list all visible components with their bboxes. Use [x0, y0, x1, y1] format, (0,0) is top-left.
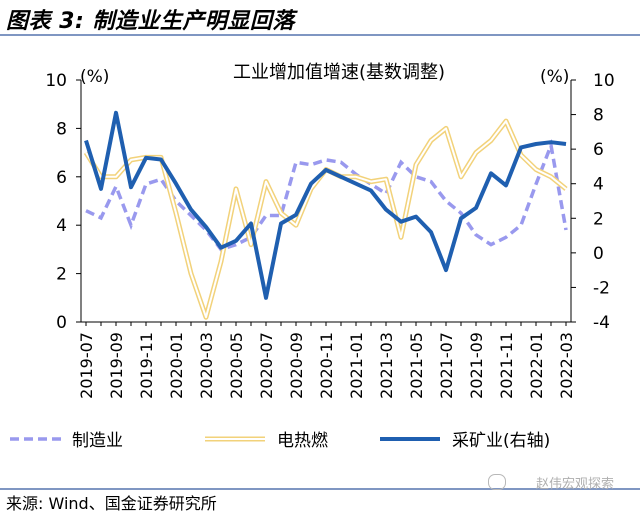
mining-legend-label: 采矿业(右轴) [452, 431, 550, 451]
x-axis-tick-label: 2021-09 [467, 332, 486, 399]
watermark-text: 赵伟宏观探索 [535, 477, 614, 492]
mining-line [84, 110, 567, 300]
x-axis-tick-label: 2019-07 [77, 332, 96, 399]
x-axis-tick-label: 2020-01 [167, 332, 186, 399]
wechat-icon [488, 474, 506, 490]
left-axis-tick-label: 6 [56, 168, 67, 188]
right-axis-tick-label: 6 [593, 140, 604, 160]
left-axis-tick-label: 4 [56, 216, 67, 236]
chart-title: 工业增加值增速(基数调整) [233, 62, 445, 83]
x-axis-tick-label: 2020-11 [317, 332, 336, 399]
utilities-line-inner [85, 120, 567, 319]
chart-axes: 0 2 4 6 8 10 -4 -2 0 2 4 6 8 10 2019-07 2019-09 2019-11 2… [45, 71, 614, 399]
footer-divider [0, 488, 640, 490]
right-axis-tick-label: -2 [593, 278, 610, 298]
right-axis-tick-label: 8 [593, 106, 604, 126]
utilities-legend-label: 电热燃 [277, 431, 328, 451]
x-axis-tick-label: 2022-01 [527, 332, 546, 399]
left-axis-tick-label: 10 [45, 71, 67, 91]
left-axis-tick-label: 0 [56, 313, 67, 333]
right-axis-unit: (%) [540, 67, 569, 87]
chart-series [83, 110, 568, 320]
x-axis-tick-label: 2022-03 [557, 332, 576, 399]
left-axis-unit: (%) [80, 67, 109, 87]
header-divider [0, 34, 640, 36]
source-note: 来源: Wind、国金证券研究所 [6, 494, 217, 513]
x-axis-tick-label: 2021-11 [497, 332, 516, 399]
manufacturing-legend-label: 制造业 [72, 431, 123, 451]
right-axis-tick-label: 2 [593, 209, 604, 229]
right-axis-tick-label: 10 [593, 71, 615, 91]
x-axis-tick-label: 2021-03 [377, 332, 396, 399]
right-axis-tick-label: 0 [593, 244, 604, 264]
right-axis-tick-label: 4 [593, 175, 604, 195]
x-axis-tick-label: 2019-09 [107, 332, 126, 399]
manufacturing-line [85, 138, 568, 252]
x-axis-tick-label: 2020-05 [227, 332, 246, 399]
chart-legend: 制造业 电热燃 采矿业(右轴) [10, 431, 550, 451]
x-axis-tick-label: 2020-03 [197, 332, 216, 399]
figure-title: 图表 3: 制造业生产明显回落 [6, 9, 295, 34]
left-axis-tick-label: 2 [56, 265, 67, 285]
left-axis-tick-label: 8 [56, 119, 67, 139]
figure-header: 图表 3: 制造业生产明显回落 [0, 0, 640, 36]
x-axis-tick-label: 2020-09 [287, 332, 306, 399]
x-axis-tick-label: 2021-01 [347, 332, 366, 399]
right-axis-tick-label: -4 [593, 313, 610, 333]
x-axis-tick-label: 2021-07 [437, 332, 456, 399]
x-axis-tick-label: 2021-05 [407, 332, 426, 399]
x-axis-tick-label: 2019-11 [137, 332, 156, 399]
utilities-line-outer [83, 118, 568, 320]
x-axis-tick-label: 2020-07 [257, 332, 276, 399]
